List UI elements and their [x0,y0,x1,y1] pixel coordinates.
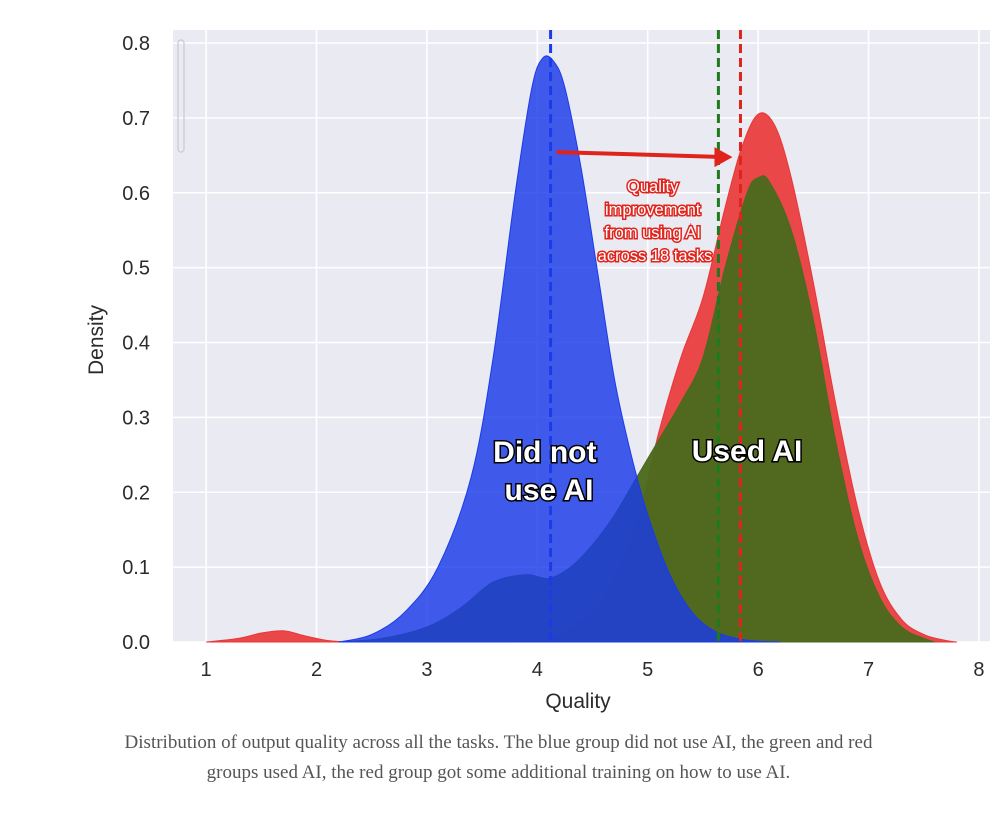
scroll-ghost [177,39,185,153]
arrow-shaft [556,150,727,160]
y-tick-label: 0.6 [122,183,150,205]
y-axis-label: Density [85,304,108,375]
y-tick-label: 0.1 [122,557,150,579]
y-tick-label: 0.4 [122,333,150,355]
improvement-annotation: Quality improvement from using AI across… [598,178,713,265]
x-axis-label: Quality [545,690,611,713]
y-tick-labels: 0.0 0.1 0.2 0.3 0.4 0.5 0.6 0.7 0.8 [122,33,150,654]
density-areas [206,55,957,643]
y-tick-label: 0.0 [122,632,150,654]
y-tick-label: 0.7 [122,108,150,130]
y-tick-label: 0.5 [122,258,150,280]
figure-caption: Distribution of output quality across al… [124,732,873,783]
x-tick-label: 8 [973,659,984,681]
x-tick-label: 1 [201,659,212,681]
green-group-label: Used AI [692,435,803,468]
improvement-arrow [556,147,733,168]
arrow-head [714,147,733,168]
blue-density-area [338,55,781,643]
x-tick-label: 3 [421,659,432,681]
x-tick-label: 5 [642,659,653,681]
mean-lines [549,30,742,642]
blue-group-label: Did not use AI [493,436,605,507]
x-tick-label: 7 [863,659,874,681]
x-tick-label: 6 [753,659,764,681]
x-tick-label: 2 [311,659,322,681]
y-tick-label: 0.8 [122,33,150,55]
y-tick-label: 0.2 [122,482,150,504]
y-tick-label: 0.3 [122,407,150,429]
x-tick-label: 4 [532,659,543,681]
x-tick-labels: 1 2 3 4 5 6 7 8 [201,659,985,681]
kde-chart: 0.0 0.1 0.2 0.3 0.4 0.5 0.6 0.7 0.8 1 2 3 4 5 6 7 8 Qua… [85,30,990,713]
